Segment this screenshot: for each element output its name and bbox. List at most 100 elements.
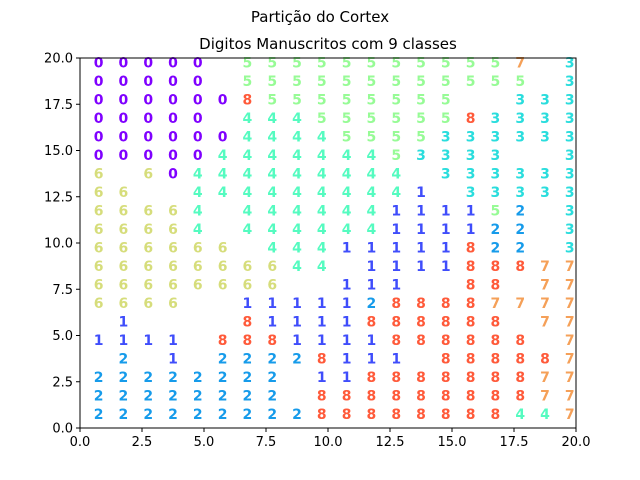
- digit-mark: 5: [267, 93, 277, 109]
- x-tick-label: 2.5: [132, 435, 153, 450]
- digit-mark: 5: [317, 111, 327, 127]
- digit-mark: 3: [491, 148, 501, 164]
- digit-mark: 0: [119, 93, 129, 109]
- digit-mark: 8: [243, 315, 253, 331]
- digit-mark: 8: [317, 352, 327, 368]
- digit-mark: 6: [193, 241, 203, 257]
- digit-mark: 0: [193, 130, 203, 146]
- digit-mark: 3: [466, 130, 476, 146]
- digit-mark: 5: [317, 74, 327, 90]
- digit-mark: 8: [416, 296, 426, 312]
- digit-mark: 8: [391, 370, 401, 386]
- digit-mark: 1: [317, 333, 327, 349]
- digit-mark: 4: [317, 222, 327, 238]
- digit-mark: 5: [391, 111, 401, 127]
- digit-mark: 4: [243, 167, 253, 183]
- digit-mark: 2: [267, 389, 277, 405]
- digit-mark: 0: [168, 74, 178, 90]
- digit-mark: 1: [292, 296, 302, 312]
- digit-mark: 8: [391, 407, 401, 423]
- digit-mark: 1: [243, 296, 253, 312]
- digit-mark: 4: [342, 148, 352, 164]
- digit-mark: 6: [143, 278, 153, 294]
- digit-mark: 8: [515, 352, 525, 368]
- digit-mark: 2: [168, 370, 178, 386]
- digit-mark: 8: [416, 370, 426, 386]
- digit-mark: 1: [119, 315, 129, 331]
- y-tick-label: 15.0: [44, 144, 73, 159]
- digit-mark: 6: [119, 278, 129, 294]
- digit-mark: 4: [391, 185, 401, 201]
- digit-mark: 4: [218, 148, 228, 164]
- digit-mark: 2: [119, 407, 129, 423]
- digit-mark: 8: [491, 259, 501, 275]
- digit-mark: 4: [367, 148, 377, 164]
- digit-mark: 6: [119, 185, 129, 201]
- digit-mark: 4: [342, 204, 352, 220]
- digit-mark: 1: [416, 241, 426, 257]
- digit-mark: 1: [143, 333, 153, 349]
- digit-mark: 0: [168, 167, 178, 183]
- digit-mark: 6: [193, 259, 203, 275]
- digit-mark: 5: [292, 56, 302, 72]
- x-tick-label: 20.0: [562, 435, 591, 450]
- digit-mark: 2: [168, 407, 178, 423]
- digit-mark: 1: [94, 333, 104, 349]
- digit-mark: 3: [491, 130, 501, 146]
- digit-mark: 5: [491, 74, 501, 90]
- digit-mark: 4: [540, 407, 550, 423]
- digit-mark: 3: [515, 130, 525, 146]
- digit-mark: 6: [143, 167, 153, 183]
- digit-mark: 4: [391, 167, 401, 183]
- digit-mark: 3: [540, 130, 550, 146]
- digit-mark: 1: [267, 315, 277, 331]
- y-axis: 0.0 2.5 5.0 7.5 10.0 12.5 15.0 17.5 20.0: [44, 52, 80, 437]
- digit-mark: 4: [267, 241, 277, 257]
- y-tick-label: 7.5: [52, 283, 73, 298]
- digit-mark: 3: [441, 148, 451, 164]
- digit-mark: 8: [342, 389, 352, 405]
- digit-mark: 8: [466, 389, 476, 405]
- digit-mark: 8: [515, 259, 525, 275]
- digit-mark: 8: [317, 389, 327, 405]
- digit-mark: 7: [565, 352, 575, 368]
- digit-mark: 5: [267, 56, 277, 72]
- digit-mark: 1: [466, 204, 476, 220]
- digit-mark: 4: [218, 185, 228, 201]
- digit-mark: 8: [391, 296, 401, 312]
- digit-mark: 5: [466, 56, 476, 72]
- digit-mark: 0: [94, 130, 104, 146]
- x-tick-label: 0.0: [70, 435, 91, 450]
- digit-mark: 0: [193, 56, 203, 72]
- digit-mark: 2: [168, 389, 178, 405]
- y-tick-label: 20.0: [44, 52, 73, 67]
- digit-mark: 5: [367, 111, 377, 127]
- x-tick-label: 5.0: [194, 435, 215, 450]
- digit-mark: 8: [466, 315, 476, 331]
- digit-mark: 3: [491, 185, 501, 201]
- y-tick-label: 12.5: [44, 190, 73, 205]
- digit-mark: 8: [491, 370, 501, 386]
- digit-mark: 0: [94, 111, 104, 127]
- digit-mark: 4: [267, 222, 277, 238]
- digit-mark: 8: [515, 333, 525, 349]
- digit-mark: 1: [342, 333, 352, 349]
- digit-mark: 8: [416, 407, 426, 423]
- digit-mark: 5: [416, 74, 426, 90]
- digit-mark: 5: [391, 148, 401, 164]
- digit-mark: 0: [94, 93, 104, 109]
- digit-mark: 1: [317, 370, 327, 386]
- digit-mark: 4: [342, 185, 352, 201]
- digit-mark: 1: [441, 259, 451, 275]
- digit-mark: 0: [119, 56, 129, 72]
- digit-mark: 8: [466, 352, 476, 368]
- digit-mark: 0: [94, 148, 104, 164]
- digit-mark: 8: [367, 389, 377, 405]
- digit-mark: 4: [292, 111, 302, 127]
- digit-mark: 5: [243, 74, 253, 90]
- digit-mark: 7: [565, 333, 575, 349]
- digit-mark: 7: [565, 407, 575, 423]
- digit-mark: 8: [218, 333, 228, 349]
- digit-mark: 5: [391, 74, 401, 90]
- digit-mark: 3: [466, 185, 476, 201]
